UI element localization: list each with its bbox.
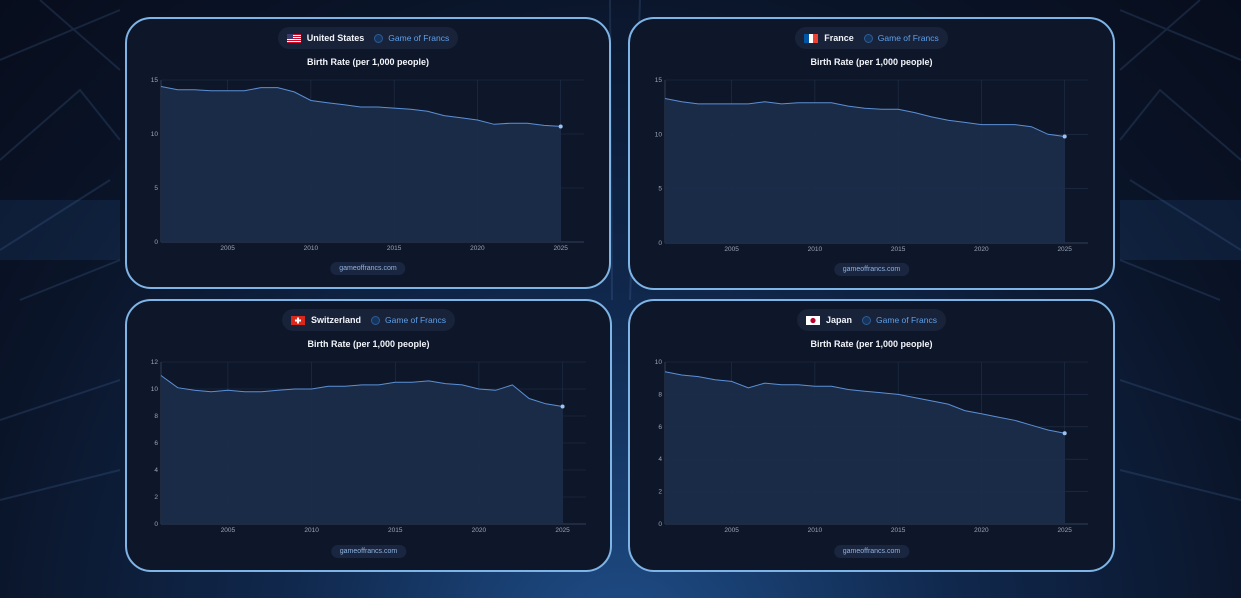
y-tick-label: 5	[658, 186, 662, 193]
brand-logo-icon	[371, 315, 381, 325]
chart-plot: 0 2 4 6 8 10 2005 2010 2015 2020 2025	[655, 359, 1088, 534]
x-tick-label: 2010	[808, 246, 823, 253]
brand-label: Game of Francs	[388, 33, 450, 43]
chart-title: Birth Rate (per 1,000 people)	[307, 339, 430, 349]
y-tick-label: 0	[154, 521, 158, 528]
y-tick-label: 15	[655, 77, 663, 84]
brand-label: Game of Francs	[385, 315, 446, 325]
brand-label: Game of Francs	[876, 315, 937, 325]
country-badge: Japan Game of Francs	[797, 309, 946, 331]
y-tick-label: 2	[658, 489, 662, 496]
y-tick-label: 0	[658, 521, 662, 528]
y-tick-label: 10	[151, 386, 159, 393]
last-point-marker	[560, 404, 565, 409]
x-tick-label: 2010	[304, 245, 319, 252]
x-tick-label: 2005	[724, 527, 739, 534]
y-tick-label: 12	[151, 359, 159, 366]
x-tick-label: 2025	[1057, 527, 1072, 534]
footer-link[interactable]: gameoffrancs.com	[833, 263, 910, 276]
y-tick-label: 8	[658, 391, 662, 398]
brand-logo-icon	[374, 33, 384, 43]
last-point-marker	[1062, 134, 1067, 139]
chart-plot: 0 5 10 15 2005 2010 2015 2020 2025	[655, 77, 1088, 253]
chart-title: Birth Rate (per 1,000 people)	[306, 57, 430, 67]
card-header: Switzerland Game of Francs	[127, 309, 610, 331]
x-tick-label: 2015	[387, 245, 402, 252]
brand-logo-icon	[863, 33, 873, 43]
y-tick-label: 5	[154, 185, 158, 192]
x-tick-label: 2005	[724, 246, 739, 253]
card-header: France Game of Francs	[630, 27, 1113, 49]
switzerland-flag-icon	[291, 315, 306, 325]
x-tick-label: 2020	[974, 246, 989, 253]
chart-card-switzerland: Switzerland Game of Francs Birth Rate (p…	[125, 299, 612, 572]
chart-title: Birth Rate (per 1,000 people)	[810, 339, 933, 349]
x-tick-label: 2020	[470, 245, 485, 252]
x-tick-label: 2025	[553, 245, 568, 252]
country-name: Switzerland	[311, 315, 362, 325]
x-tick-label: 2005	[220, 245, 235, 252]
y-tick-label: 0	[154, 239, 158, 246]
y-tick-label: 0	[658, 240, 662, 247]
footer-link[interactable]: gameoffrancs.com	[833, 545, 910, 558]
x-tick-label: 2010	[304, 527, 319, 534]
country-badge: Switzerland Game of Francs	[282, 309, 455, 331]
y-tick-label: 15	[151, 77, 159, 84]
series-line	[664, 371, 1065, 434]
france-flag-icon	[804, 33, 819, 43]
chart-card-france: France Game of Francs Birth Rate (per 1,…	[628, 17, 1115, 290]
x-tick-label: 2025	[555, 527, 570, 534]
series-area	[665, 98, 1065, 243]
chart-plot: 0 2 4 6 8 10 12 2005 2010 2015 2020 2025	[151, 359, 586, 534]
brand-label: Game of Francs	[877, 33, 939, 43]
x-tick-label: 2015	[388, 527, 403, 534]
country-badge: United States Game of Francs	[277, 27, 459, 49]
series-line	[160, 86, 561, 127]
japan-flag-icon	[806, 315, 821, 325]
y-tick-label: 10	[655, 131, 663, 138]
y-tick-label: 8	[154, 413, 158, 420]
y-tick-label: 6	[154, 440, 158, 447]
us-flag-icon	[286, 33, 301, 43]
y-tick-label: 10	[151, 131, 159, 138]
last-point-marker	[558, 124, 563, 129]
y-tick-label: 4	[154, 467, 158, 474]
series-area	[665, 371, 1065, 524]
footer-link[interactable]: gameoffrancs.com	[330, 545, 407, 558]
x-tick-label: 2020	[472, 527, 487, 534]
country-name: Japan	[826, 315, 853, 325]
series-line	[664, 98, 1065, 137]
series-area	[161, 375, 563, 524]
chart-title: Birth Rate (per 1,000 people)	[810, 57, 933, 67]
x-tick-label: 2005	[221, 527, 236, 534]
country-badge: France Game of Francs	[795, 27, 948, 49]
y-tick-label: 2	[154, 494, 158, 501]
chart-card-united-states: United States Game of Francs Birth Rate …	[125, 17, 611, 289]
x-tick-label: 2010	[808, 527, 823, 534]
last-point-marker	[1062, 431, 1067, 436]
country-name: France	[824, 33, 854, 43]
series-area	[161, 86, 561, 242]
x-tick-label: 2015	[891, 527, 906, 534]
brand-logo-icon	[862, 315, 872, 325]
x-tick-label: 2015	[891, 246, 906, 253]
card-header: United States Game of Francs	[127, 27, 609, 49]
chart-card-japan: Japan Game of Francs Birth Rate (per 1,0…	[628, 299, 1115, 572]
x-tick-label: 2020	[974, 527, 989, 534]
country-name: United States	[306, 33, 365, 43]
y-tick-label: 4	[658, 456, 662, 463]
y-tick-label: 10	[655, 359, 663, 366]
footer-link[interactable]: gameoffrancs.com	[330, 262, 406, 275]
x-tick-label: 2025	[1057, 246, 1072, 253]
series-line	[160, 375, 563, 407]
y-tick-label: 6	[658, 424, 662, 431]
chart-plot: 0 5 10 15 2005 2010 2015 2020 2025	[151, 77, 584, 252]
card-header: Japan Game of Francs	[630, 309, 1113, 331]
